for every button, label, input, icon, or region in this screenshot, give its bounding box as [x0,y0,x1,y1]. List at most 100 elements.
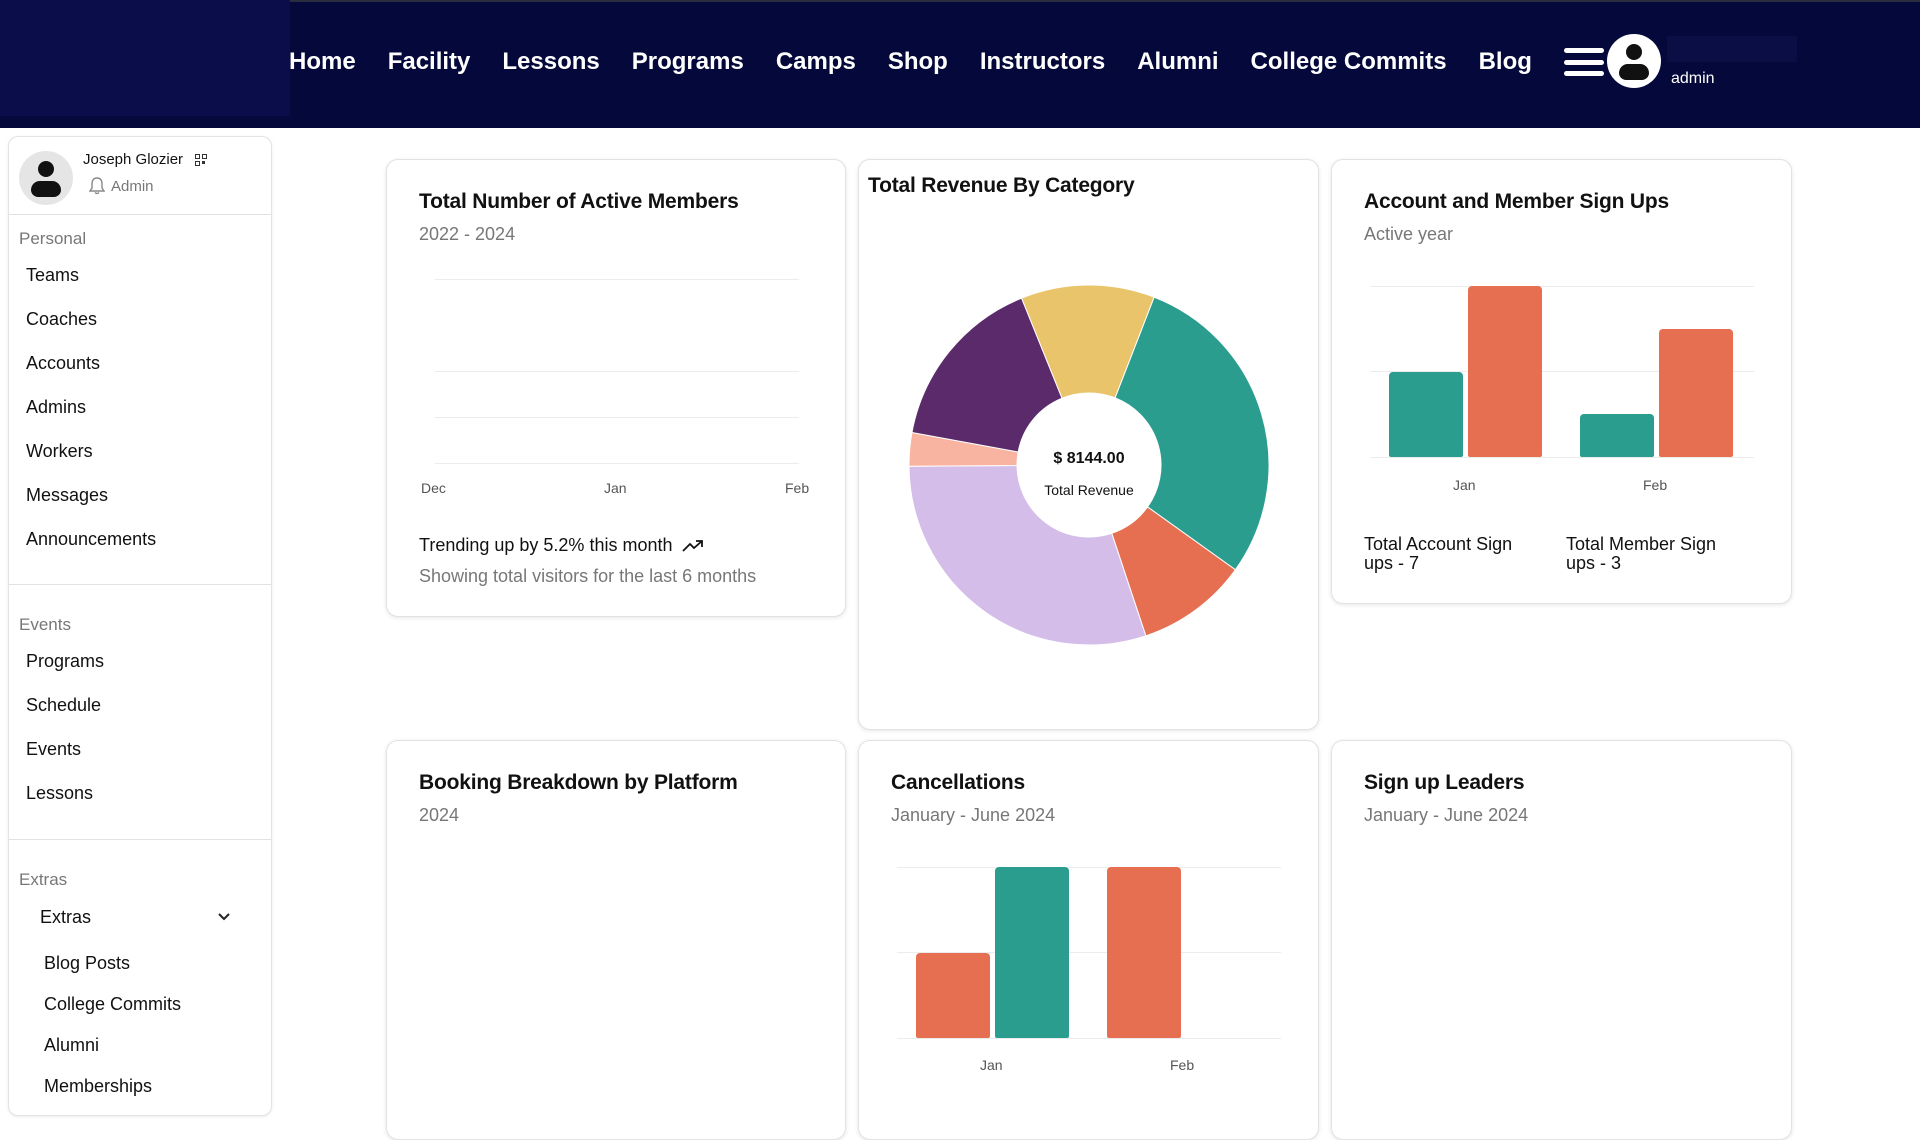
donut-slice[interactable] [911,297,1063,453]
x-tick-label: Feb [785,480,810,496]
sidebar-divider [9,584,271,585]
sidebar-item-schedule[interactable]: Schedule [26,695,102,715]
sidebar-item-admins[interactable]: Admins [26,397,87,417]
card-subtitle: Active year [1364,224,1454,244]
bar-jan-member[interactable] [1468,286,1542,457]
card-subtitle: January - June 2024 [1364,805,1529,825]
user-menu[interactable]: admin [1607,34,1797,88]
qr-code-icon[interactable] [195,153,208,166]
bar-jan-a[interactable] [916,952,990,1038]
bar-jan-account[interactable] [1389,371,1463,457]
signups-card: Account and Member Sign Ups Active year … [1331,159,1792,604]
card-subtitle: January - June 2024 [891,805,1056,825]
sidebar-item-messages[interactable]: Messages [26,485,109,505]
nav-link-college-commits[interactable]: College Commits [1250,48,1447,75]
sidebar-item-teams[interactable]: Teams [26,265,80,285]
gridline [897,867,1281,868]
gridline [435,279,799,280]
chevron-down-icon[interactable] [217,912,231,922]
nav-link-instructors[interactable]: Instructors [979,48,1106,75]
x-tick-label: Feb [1170,1057,1195,1073]
trend-row: Trending up by 5.2% this month [419,535,704,556]
top-navigation: Home Facility Lessons Programs Camps Sho… [0,0,1920,128]
leaders-card: Sign up Leaders January - June 2024 [1331,740,1792,1140]
card-title: Total Revenue By Category [868,174,1135,197]
user-name-placeholder [1667,36,1797,62]
nav-link-alumni[interactable]: Alumni [1137,48,1219,75]
bar-feb-a[interactable] [1107,867,1181,1038]
logo-area[interactable] [0,0,290,116]
gridline [1370,457,1754,458]
sidebar-divider [9,839,271,840]
card-title: Total Number of Active Members [419,190,739,213]
x-tick-label: Jan [604,480,627,496]
extras-toggle-label: Extras [40,906,92,927]
nav-link-home[interactable]: Home [289,48,356,75]
nav-link-facility[interactable]: Facility [387,48,471,75]
nav-link-programs[interactable]: Programs [631,48,744,75]
total-member-signups: Total Member Sign ups - 3 [1566,534,1717,573]
cancellations-card: Cancellations January - June 2024 Jan Fe… [858,740,1319,1140]
sidebar-item-lessons[interactable]: Lessons [26,783,94,803]
user-avatar-icon[interactable] [1607,34,1661,88]
section-title-events: Events [19,615,71,634]
bar-feb-account[interactable] [1580,414,1654,457]
sidebar-item-announcements[interactable]: Announcements [26,529,157,549]
sidebar-item-events[interactable]: Events [26,739,82,759]
x-tick-label: Feb [1643,477,1668,493]
donut-slice[interactable] [908,464,1147,646]
trend-text: Trending up by 5.2% this month [419,535,673,555]
revenue-donut-chart [908,284,1270,646]
card-footer: Showing total visitors for the last 6 mo… [419,566,757,586]
sidebar-item-blog-posts[interactable]: Blog Posts [44,953,131,973]
profile-avatar-icon[interactable] [19,151,73,205]
profile-header: Joseph Glozier Admin [9,137,271,215]
sidebar-item-accounts[interactable]: Accounts [26,353,101,373]
donut-slice[interactable] [1020,284,1155,399]
card-title: Cancellations [891,771,1025,794]
profile-role: Admin [111,177,154,195]
revenue-card: Total Revenue By Category $ 8144.00 Tota… [858,159,1319,730]
main-nav: Home Facility Lessons Programs Camps Sho… [289,48,1632,76]
sidebar-item-alumni[interactable]: Alumni [44,1035,100,1055]
sidebar-item-college-commits[interactable]: College Commits [44,994,182,1014]
section-title-personal: Personal [19,229,87,248]
user-label: admin [1671,70,1715,87]
booking-card: Booking Breakdown by Platform 2024 [386,740,846,1140]
donut-slice[interactable] [1114,296,1270,571]
gridline [897,952,1281,953]
x-tick-label: Jan [980,1057,1003,1073]
sidebar-item-workers[interactable]: Workers [26,441,93,461]
sidebar-item-coaches[interactable]: Coaches [26,309,98,329]
nav-link-camps[interactable]: Camps [775,48,856,75]
hamburger-menu-icon[interactable] [1563,48,1604,76]
card-title: Sign up Leaders [1364,771,1525,794]
nav-link-blog[interactable]: Blog [1478,48,1532,75]
top-divider [290,0,1920,2]
sidebar-item-programs[interactable]: Programs [26,651,105,671]
card-subtitle: 2024 [419,805,460,825]
x-tick-label: Dec [421,480,446,496]
section-title-extras: Extras [19,870,68,889]
total-account-signups: Total Account Sign ups - 7 [1364,534,1513,573]
sidebar-item-memberships[interactable]: Memberships [44,1076,153,1096]
gridline [435,463,799,464]
gridline [435,417,799,418]
donut-center-value: $ 8144.00 [1053,450,1125,467]
sidebar: Joseph Glozier Admin Personal Teams Coac… [8,136,272,1116]
nav-link-lessons[interactable]: Lessons [502,48,600,75]
bar-jan-b[interactable] [995,867,1069,1038]
x-tick-label: Jan [1453,477,1476,493]
card-title: Booking Breakdown by Platform [419,771,738,794]
trending-up-icon [682,539,704,552]
gridline [897,1038,1281,1039]
bell-icon[interactable] [89,177,105,195]
nav-link-shop[interactable]: Shop [887,48,948,75]
profile-name: Joseph Glozier [83,151,184,168]
gridline [1370,286,1754,287]
extras-toggle[interactable]: Extras [9,895,271,939]
active-members-card: Total Number of Active Members 2022 - 20… [386,159,846,617]
card-title: Account and Member Sign Ups [1364,190,1669,213]
bar-feb-member[interactable] [1659,328,1733,457]
gridline [1370,371,1754,372]
